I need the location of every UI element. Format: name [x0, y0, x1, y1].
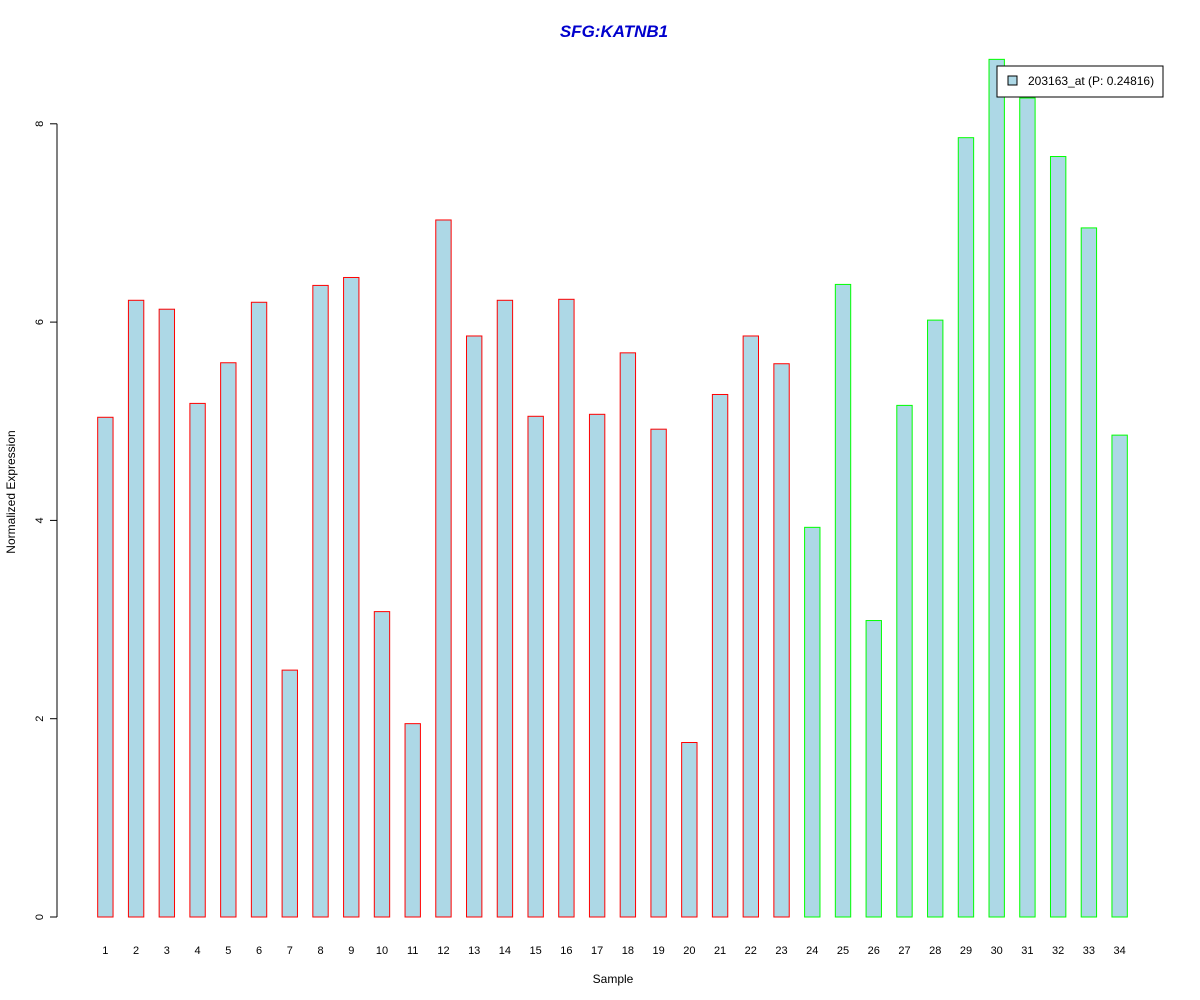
bar-sample-25	[834, 283, 852, 918]
bar-sample-4	[189, 402, 206, 918]
bar-sample-6	[250, 301, 268, 918]
y-tick-label: 8	[34, 121, 46, 127]
bar-sample-24	[804, 526, 821, 918]
x-tick-label: 32	[1052, 945, 1064, 957]
x-tick-label: 8	[317, 945, 323, 957]
bar-sample-13	[466, 335, 483, 918]
bar-sample-7	[281, 669, 298, 918]
bar-sample-20	[681, 742, 698, 918]
x-tick-label: 10	[376, 945, 388, 957]
bars-group	[97, 58, 1128, 918]
x-tick-label: 14	[499, 945, 511, 957]
bar-sample-30	[988, 58, 1005, 918]
legend: 203163_at (P: 0.24816)	[996, 65, 1164, 98]
bar-sample-12	[435, 219, 452, 918]
bar-sample-1	[97, 416, 114, 918]
x-tick-label: 31	[1021, 945, 1033, 957]
x-tick-label: 16	[560, 945, 572, 957]
y-tick-label: 4	[34, 517, 46, 523]
x-tick-label: 15	[530, 945, 542, 957]
x-tick-label: 25	[837, 945, 849, 957]
bar-sample-16	[558, 298, 575, 918]
x-tick-label: 23	[775, 945, 787, 957]
bar-sample-26	[865, 620, 882, 918]
x-tick-label: 9	[348, 945, 354, 957]
x-tick-label: 27	[898, 945, 910, 957]
bar-sample-22	[742, 335, 760, 918]
x-tick-label: 18	[622, 945, 634, 957]
bar-sample-19	[650, 428, 667, 918]
bar-sample-5	[220, 362, 237, 918]
bar-sample-34	[1111, 434, 1128, 918]
x-tick-label: 19	[652, 945, 664, 957]
legend-label: 203163_at (P: 0.24816)	[1028, 74, 1154, 88]
bar-sample-11	[404, 723, 421, 918]
y-tick-label: 0	[34, 914, 46, 920]
x-tick-label: 5	[225, 945, 231, 957]
legend-box	[996, 65, 1164, 98]
bar-sample-21	[711, 393, 729, 918]
bar-sample-2	[127, 299, 145, 918]
bar-sample-9	[343, 276, 360, 918]
bar-sample-33	[1080, 227, 1098, 918]
bar-sample-10	[373, 611, 391, 918]
x-tick-label: 13	[468, 945, 480, 957]
bar-sample-8	[312, 284, 329, 918]
x-tick-label: 1	[102, 945, 108, 957]
x-axis-label: Sample	[593, 972, 634, 986]
x-tick-label: 28	[929, 945, 941, 957]
y-tick-label: 6	[34, 319, 46, 325]
x-tick-label: 6	[256, 945, 262, 957]
x-tick-label: 21	[714, 945, 726, 957]
x-tick-label: 17	[591, 945, 603, 957]
bar-sample-31	[1019, 97, 1036, 918]
bar-sample-28	[927, 319, 944, 918]
bar-sample-27	[896, 404, 913, 918]
bar-sample-15	[527, 415, 544, 918]
x-tick-label: 22	[745, 945, 757, 957]
bar-sample-29	[957, 137, 975, 918]
x-tick-labels: 1 2 3 4 5 6 7 8 9 10 11 12 13 14 15 16 17 18 19 20 21 22 23 24 2…	[102, 945, 1125, 957]
bar-sample-14	[496, 299, 514, 918]
chart-title: SFG:KATNB1	[560, 22, 668, 41]
bar-sample-3	[158, 308, 176, 918]
x-tick-label: 3	[164, 945, 170, 957]
x-tick-label: 20	[683, 945, 695, 957]
x-tick-label: 26	[868, 945, 880, 957]
y-tick-label: 2	[34, 716, 46, 722]
y-axis: 0 2 4 6 8	[34, 121, 58, 920]
x-tick-label: 29	[960, 945, 972, 957]
x-tick-label: 11	[407, 945, 418, 957]
bar-sample-32	[1049, 156, 1067, 918]
x-tick-label: 4	[195, 945, 201, 957]
bar-sample-18	[619, 352, 637, 918]
bar-sample-23	[773, 363, 790, 918]
bar-sample-17	[588, 413, 606, 918]
x-tick-label: 12	[437, 945, 449, 957]
x-tick-label: 34	[1114, 945, 1126, 957]
x-tick-label: 7	[287, 945, 293, 957]
x-tick-label: 33	[1083, 945, 1095, 957]
y-axis-label: Normalized Expression	[4, 430, 18, 553]
x-tick-label: 24	[806, 945, 818, 957]
x-tick-label: 30	[991, 945, 1003, 957]
legend-swatch	[1007, 75, 1018, 86]
x-tick-label: 2	[133, 945, 139, 957]
